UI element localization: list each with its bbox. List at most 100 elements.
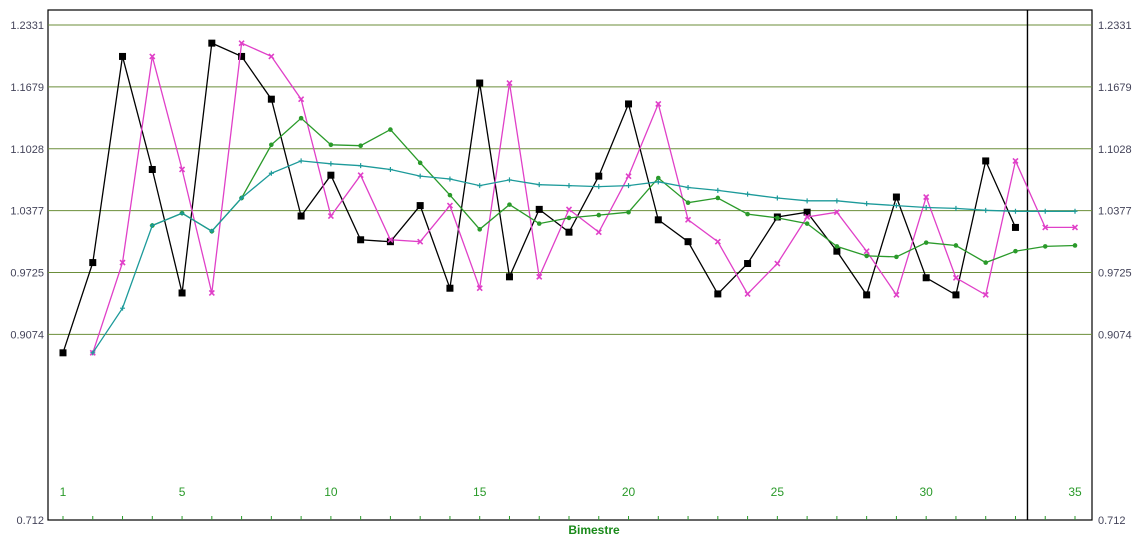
- data-point: [446, 284, 454, 292]
- data-point: [536, 182, 542, 188]
- data-point: [745, 191, 751, 197]
- data-point: [120, 305, 126, 311]
- x-tick-label: 5: [179, 485, 186, 499]
- data-point: [268, 53, 275, 60]
- data-point: [655, 100, 662, 108]
- y-tick-label-left: 1.1679: [10, 82, 44, 94]
- data-point: [328, 161, 334, 167]
- data-point: [89, 259, 97, 267]
- data-point: [714, 238, 721, 245]
- data-point: [864, 253, 869, 259]
- data-point: [982, 157, 990, 165]
- data-point: [447, 176, 453, 182]
- x-tick-label: 1: [60, 485, 67, 499]
- data-point: [1012, 208, 1018, 214]
- data-point: [1013, 248, 1018, 254]
- data-point: [684, 238, 692, 246]
- data-point: [208, 39, 216, 47]
- series-0: [59, 39, 1019, 357]
- data-point: [238, 52, 246, 60]
- y-tick-label-left: 1.1028: [10, 144, 44, 156]
- data-point: [387, 236, 394, 243]
- data-point: [327, 171, 335, 179]
- data-point: [476, 79, 484, 87]
- data-point: [566, 215, 572, 221]
- x-tick-label: 35: [1068, 485, 1082, 499]
- y-tick-label-right: 1.2331: [1098, 20, 1132, 32]
- data-point: [178, 166, 186, 173]
- data-point: [417, 238, 424, 245]
- x-tick-label: 20: [622, 485, 636, 499]
- data-point: [119, 52, 127, 60]
- data-point: [119, 259, 126, 266]
- series-line: [92, 160, 1075, 354]
- data-point: [596, 184, 602, 190]
- data-point: [654, 216, 662, 224]
- data-point: [922, 274, 930, 282]
- data-point: [90, 350, 96, 356]
- data-point: [1042, 208, 1048, 214]
- data-point: [297, 212, 305, 220]
- data-point: [1042, 224, 1049, 231]
- data-point: [864, 201, 870, 207]
- data-point: [804, 221, 810, 226]
- data-point: [715, 187, 721, 193]
- data-point: [893, 203, 899, 209]
- data-point: [595, 172, 603, 180]
- data-point: [417, 173, 423, 179]
- data-point: [893, 291, 900, 298]
- data-point: [983, 260, 989, 265]
- y-tick-label-left: 0.9725: [10, 268, 44, 280]
- data-point: [923, 240, 929, 245]
- data-point: [833, 247, 841, 255]
- data-point: [834, 198, 840, 204]
- data-point: [655, 175, 661, 181]
- data-point: [804, 198, 810, 204]
- data-point: [1072, 243, 1078, 248]
- data-point: [923, 193, 930, 201]
- data-point: [923, 204, 929, 210]
- data-point: [268, 170, 274, 176]
- y-tick-label-right: 0.712: [1098, 515, 1126, 527]
- plot-frame: [47, 9, 1093, 521]
- data-point: [1042, 244, 1048, 249]
- data-point: [952, 291, 960, 299]
- data-point: [328, 142, 334, 148]
- data-point: [565, 228, 573, 236]
- data-point: [596, 212, 602, 218]
- data-point: [745, 211, 750, 217]
- data-point: [625, 173, 632, 180]
- data-point: [566, 183, 572, 189]
- data-point: [477, 183, 483, 189]
- data-point: [267, 95, 275, 103]
- data-point: [238, 40, 245, 47]
- x-tick-label: 15: [473, 485, 487, 499]
- data-point: [774, 195, 780, 201]
- data-point: [239, 195, 245, 201]
- data-point: [744, 260, 752, 268]
- y-tick-label-right: 1.1028: [1098, 144, 1132, 156]
- y-tick-label-left: 0.9074: [10, 329, 44, 341]
- data-point: [269, 142, 274, 148]
- data-point: [833, 209, 840, 216]
- data-point: [953, 243, 959, 248]
- data-point: [1071, 224, 1079, 231]
- data-point: [506, 79, 513, 87]
- data-point: [477, 227, 483, 232]
- data-point: [685, 200, 691, 206]
- series-line: [92, 42, 1075, 354]
- data-point: [1011, 223, 1019, 231]
- data-point: [388, 127, 393, 132]
- data-point: [536, 273, 543, 280]
- data-point: [358, 163, 364, 169]
- data-point: [59, 349, 67, 357]
- data-point: [505, 273, 513, 281]
- data-point: [714, 290, 722, 298]
- y-tick-label-right: 1.1679: [1098, 82, 1132, 94]
- data-point: [953, 205, 959, 211]
- data-point: [446, 202, 454, 209]
- data-point: [952, 274, 960, 281]
- data-point: [894, 254, 899, 260]
